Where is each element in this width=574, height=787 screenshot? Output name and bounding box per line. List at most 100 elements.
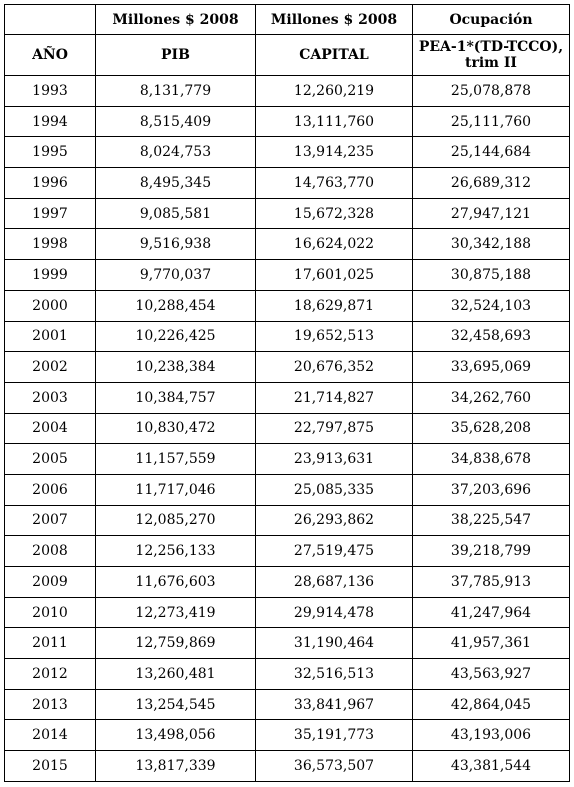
capital-cell: 14,763,770: [255, 167, 413, 199]
table-row: 2001 10,226,425 19,652,513 32,458,693: [4, 320, 570, 353]
capital-cell: 31,190,464: [255, 627, 413, 660]
capital-cell: 23,913,631: [255, 443, 413, 475]
capital-cell: 22,797,875: [255, 412, 413, 445]
ocupacion-cell: 25,111,760: [412, 105, 570, 138]
capital-cell: 28,687,136: [255, 566, 413, 598]
year-cell: 2000: [4, 289, 96, 322]
ocupacion-cell: 37,785,913: [412, 566, 570, 598]
year-cell: 2001: [4, 320, 96, 353]
year-cell: 2004: [4, 412, 96, 445]
capital-cell: 35,191,773: [255, 719, 413, 752]
year-cell: 2011: [4, 627, 96, 660]
pib-cell: 9,770,037: [95, 259, 256, 291]
ocupacion-cell: 43,193,006: [412, 719, 570, 752]
pib-cell: 13,817,339: [95, 750, 256, 782]
pib-cell: 11,676,603: [95, 566, 256, 598]
table-row: 2012 13,260,481 32,516,513 43,563,927: [4, 658, 570, 690]
year-cell: 1999: [4, 259, 96, 291]
pib-cell: 12,256,133: [95, 535, 256, 567]
year-cell: 2009: [4, 566, 96, 598]
year-cell: 2013: [4, 688, 96, 721]
ocupacion-cell: 30,342,188: [412, 228, 570, 261]
capital-cell: 27,519,475: [255, 535, 413, 567]
ocupacion-cell: 32,524,103: [412, 289, 570, 322]
pib-cell: 9,085,581: [95, 197, 256, 230]
ocupacion-cell: 39,218,799: [412, 535, 570, 567]
ocupacion-cell: 35,628,208: [412, 412, 570, 445]
pib-cell: 10,226,425: [95, 320, 256, 353]
pib-cell: 8,495,345: [95, 167, 256, 199]
table-row: 2011 12,759,869 31,190,464 41,957,361: [4, 627, 570, 660]
ocupacion-cell: 25,144,684: [412, 136, 570, 169]
year-cell: 2015: [4, 750, 96, 782]
ocupacion-cell: 42,864,045: [412, 688, 570, 721]
pib-cell: 11,157,559: [95, 443, 256, 475]
ocupacion-cell: 27,947,121: [412, 197, 570, 230]
table-row: 2014 13,498,056 35,191,773 43,193,006: [4, 719, 570, 752]
table-row: 2000 10,288,454 18,629,871 32,524,103: [4, 289, 570, 322]
header-pib: PIB: [95, 34, 256, 76]
pib-cell: 9,516,938: [95, 228, 256, 261]
pib-cell: 11,717,046: [95, 473, 256, 506]
capital-cell: 13,111,760: [255, 105, 413, 138]
table-row: 2004 10,830,472 22,797,875 35,628,208: [4, 412, 570, 445]
table-row: 2002 10,238,384 20,676,352 33,695,069: [4, 351, 570, 383]
ocupacion-cell: 32,458,693: [412, 320, 570, 353]
table-row: 1993 8,131,779 12,260,219 25,078,878: [4, 75, 570, 107]
ocupacion-cell: 43,381,544: [412, 750, 570, 782]
table-row: 1994 8,515,409 13,111,760 25,111,760: [4, 105, 570, 138]
ocupacion-cell: 34,838,678: [412, 443, 570, 475]
capital-cell: 29,914,478: [255, 596, 413, 629]
year-cell: 1995: [4, 136, 96, 169]
capital-cell: 33,841,967: [255, 688, 413, 721]
table-row: 1999 9,770,037 17,601,025 30,875,188: [4, 259, 570, 291]
year-cell: 1998: [4, 228, 96, 261]
header-ocupacion-line1: PEA-1*(TD-TCCO),: [418, 39, 564, 55]
capital-cell: 21,714,827: [255, 381, 413, 414]
pib-cell: 10,384,757: [95, 381, 256, 414]
table-row: 2015 13,817,339 36,573,507 43,381,544: [4, 750, 570, 782]
ocupacion-cell: 41,247,964: [412, 596, 570, 629]
capital-cell: 12,260,219: [255, 75, 413, 107]
capital-cell: 36,573,507: [255, 750, 413, 782]
capital-cell: 25,085,335: [255, 473, 413, 506]
year-cell: 2008: [4, 535, 96, 567]
pib-cell: 12,085,270: [95, 504, 256, 537]
ocupacion-cell: 25,078,878: [412, 75, 570, 107]
table-row: 2009 11,676,603 28,687,136 37,785,913: [4, 566, 570, 598]
table-row: 2003 10,384,757 21,714,827 34,262,760: [4, 381, 570, 414]
capital-cell: 17,601,025: [255, 259, 413, 291]
year-cell: 2012: [4, 658, 96, 690]
year-cell: 1993: [4, 75, 96, 107]
year-cell: 2010: [4, 596, 96, 629]
capital-cell: 26,293,862: [255, 504, 413, 537]
header-year: AÑO: [4, 34, 96, 76]
ocupacion-cell: 34,262,760: [412, 381, 570, 414]
year-cell: 2006: [4, 473, 96, 506]
year-cell: 2005: [4, 443, 96, 475]
capital-cell: 15,672,328: [255, 197, 413, 230]
capital-cell: 20,676,352: [255, 351, 413, 383]
ocupacion-cell: 33,695,069: [412, 351, 570, 383]
header-units-pib: Millones $ 2008: [95, 4, 256, 35]
table-row: 1996 8,495,345 14,763,770 26,689,312: [4, 167, 570, 199]
table-row: 1995 8,024,753 13,914,235 25,144,684: [4, 136, 570, 169]
capital-cell: 32,516,513: [255, 658, 413, 690]
pib-cell: 13,498,056: [95, 719, 256, 752]
pib-cell: 10,288,454: [95, 289, 256, 322]
header-units-ocupacion: Ocupación: [412, 4, 570, 35]
pib-cell: 13,260,481: [95, 658, 256, 690]
year-cell: 2014: [4, 719, 96, 752]
year-cell: 2003: [4, 381, 96, 414]
capital-cell: 16,624,022: [255, 228, 413, 261]
ocupacion-cell: 26,689,312: [412, 167, 570, 199]
pib-cell: 8,131,779: [95, 75, 256, 107]
header-units-capital: Millones $ 2008: [255, 4, 413, 35]
year-cell: 1994: [4, 105, 96, 138]
header-capital: CAPITAL: [255, 34, 413, 76]
table-row: 2005 11,157,559 23,913,631 34,838,678: [4, 443, 570, 475]
year-cell: 1996: [4, 167, 96, 199]
table-row: 2007 12,085,270 26,293,862 38,225,547: [4, 504, 570, 537]
header-names-row: AÑO PIB CAPITAL PEA-1*(TD-TCCO), trim II: [4, 34, 570, 76]
pib-cell: 12,273,419: [95, 596, 256, 629]
